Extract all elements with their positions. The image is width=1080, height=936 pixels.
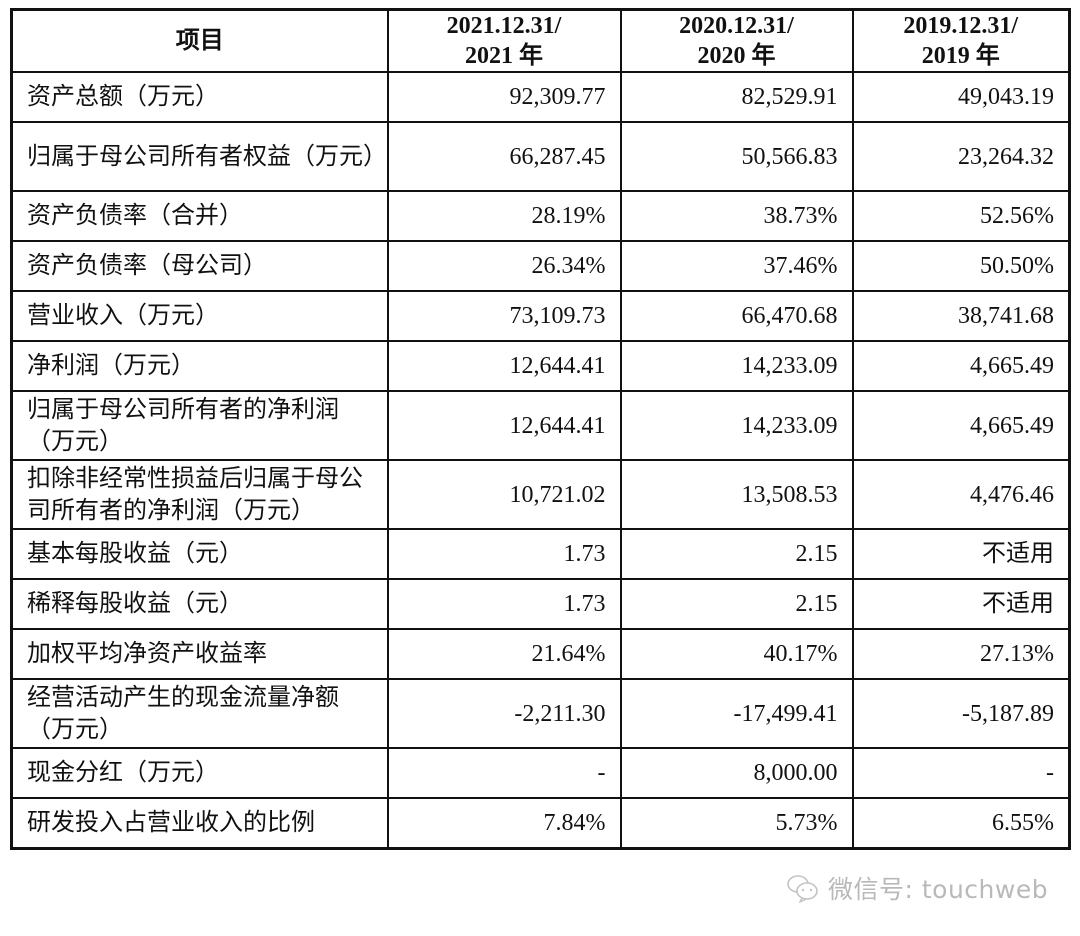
- table-row: 资产负债率（母公司） 26.34% 37.46% 50.50%: [10, 240, 1071, 292]
- table-header-row: 项目 2021.12.31/2021 年 2020.12.31/2020 年 2…: [10, 8, 1071, 73]
- cell-value: 8,000.00: [619, 747, 854, 799]
- cell-value: 12,644.41: [386, 390, 622, 461]
- cell-value: 1.73: [386, 528, 622, 580]
- cell-value: 5.73%: [619, 797, 854, 850]
- cell-value: 27.13%: [851, 628, 1071, 680]
- watermark-text: 微信号: touchweb: [828, 875, 1049, 904]
- header-2020: 2020.12.31/2020 年: [619, 8, 854, 73]
- row-label: 加权平均净资产收益率: [10, 628, 389, 680]
- table-row: 研发投入占营业收入的比例 7.84% 5.73% 6.55%: [10, 797, 1071, 850]
- row-label: 基本每股收益（元）: [10, 528, 389, 580]
- row-label: 经营活动产生的现金流量净额（万元）: [10, 678, 389, 749]
- row-label: 归属于母公司所有者的净利润（万元）: [10, 390, 389, 461]
- row-label: 归属于母公司所有者权益（万元）: [10, 121, 389, 192]
- row-label: 资产负债率（母公司）: [10, 240, 389, 292]
- cell-value: 50,566.83: [619, 121, 854, 192]
- wechat-icon: [787, 875, 818, 903]
- cell-value: 1.73: [386, 578, 622, 630]
- header-2019: 2019.12.31/2019 年: [851, 8, 1071, 73]
- table-row: 扣除非经常性损益后归属于母公司所有者的净利润（万元） 10,721.02 13,50…: [10, 459, 1071, 530]
- cell-value: -: [851, 747, 1071, 799]
- cell-value: 2.15: [619, 528, 854, 580]
- cell-value: 4,476.46: [851, 459, 1071, 530]
- cell-value: 不适用: [851, 528, 1071, 580]
- table-row: 加权平均净资产收益率 21.64% 40.17% 27.13%: [10, 628, 1071, 680]
- cell-value: 6.55%: [851, 797, 1071, 850]
- row-label: 扣除非经常性损益后归属于母公司所有者的净利润（万元）: [10, 459, 389, 530]
- cell-value: -17,499.41: [619, 678, 854, 749]
- cell-value: 38.73%: [619, 190, 854, 242]
- table-row: 现金分红（万元） -8,000.00-: [10, 747, 1071, 799]
- cell-value: 10,721.02: [386, 459, 622, 530]
- cell-value: 92,309.77: [386, 71, 622, 123]
- cell-value: 12,644.41: [386, 340, 622, 392]
- cell-value: 50.50%: [851, 240, 1071, 292]
- financial-summary-table: 项目 2021.12.31/2021 年 2020.12.31/2020 年 2…: [10, 8, 1071, 850]
- cell-value: 66,470.68: [619, 290, 854, 342]
- row-label: 营业收入（万元）: [10, 290, 389, 342]
- cell-value: 4,665.49: [851, 340, 1071, 392]
- cell-value: 14,233.09: [619, 390, 854, 461]
- table-row: 资产负债率（合并） 28.19% 38.73% 52.56%: [10, 190, 1071, 242]
- cell-value: 4,665.49: [851, 390, 1071, 461]
- table-row: 归属于母公司所有者权益（万元） 66,287.45 50,566.83 23,264.…: [10, 121, 1071, 192]
- table-row: 稀释每股收益（元） 1.73 2.15 不适用: [10, 578, 1071, 630]
- table-row: 经营活动产生的现金流量净额（万元） -2,211.30 -17,499.41 -5,1…: [10, 678, 1071, 749]
- watermark: 微信号: touchweb: [786, 868, 1048, 908]
- table-row: 营业收入（万元） 73,109.73 66,470.68 38,741.68: [10, 290, 1071, 342]
- table-row: 基本每股收益（元） 1.73 2.15 不适用: [10, 528, 1071, 580]
- cell-value: 7.84%: [386, 797, 622, 850]
- row-label: 资产负债率（合并）: [10, 190, 389, 242]
- cell-value: -5,187.89: [851, 678, 1071, 749]
- header-2021: 2021.12.31/2021 年: [386, 8, 622, 73]
- cell-value: 73,109.73: [386, 290, 622, 342]
- cell-value: 38,741.68: [851, 290, 1071, 342]
- table-row: 归属于母公司所有者的净利润（万元） 12,644.41 14,233.09 4,665…: [10, 390, 1071, 461]
- cell-value: -2,211.30: [386, 678, 622, 749]
- cell-value: 66,287.45: [386, 121, 622, 192]
- table-row: 净利润（万元） 12,644.41 14,233.09 4,665.49: [10, 340, 1071, 392]
- row-label: 净利润（万元）: [10, 340, 389, 392]
- cell-value: 82,529.91: [619, 71, 854, 123]
- cell-value: 21.64%: [386, 628, 622, 680]
- cell-value: 不适用: [851, 578, 1071, 630]
- cell-value: 28.19%: [386, 190, 622, 242]
- cell-value: 23,264.32: [851, 121, 1071, 192]
- cell-value: 40.17%: [619, 628, 854, 680]
- cell-value: 52.56%: [851, 190, 1071, 242]
- cell-value: 26.34%: [386, 240, 622, 292]
- table-row: 资产总额（万元） 92,309.77 82,529.91 49,043.19: [10, 71, 1071, 123]
- cell-value: 2.15: [619, 578, 854, 630]
- cell-value: 49,043.19: [851, 71, 1071, 123]
- row-label: 现金分红（万元）: [10, 747, 389, 799]
- row-label: 研发投入占营业收入的比例: [10, 797, 389, 850]
- row-label: 稀释每股收益（元）: [10, 578, 389, 630]
- row-label: 资产总额（万元）: [10, 71, 389, 123]
- header-item: 项目: [10, 8, 389, 73]
- cell-value: 13,508.53: [619, 459, 854, 530]
- cell-value: 37.46%: [619, 240, 854, 292]
- cell-value: 14,233.09: [619, 340, 854, 392]
- cell-value: -: [386, 747, 622, 799]
